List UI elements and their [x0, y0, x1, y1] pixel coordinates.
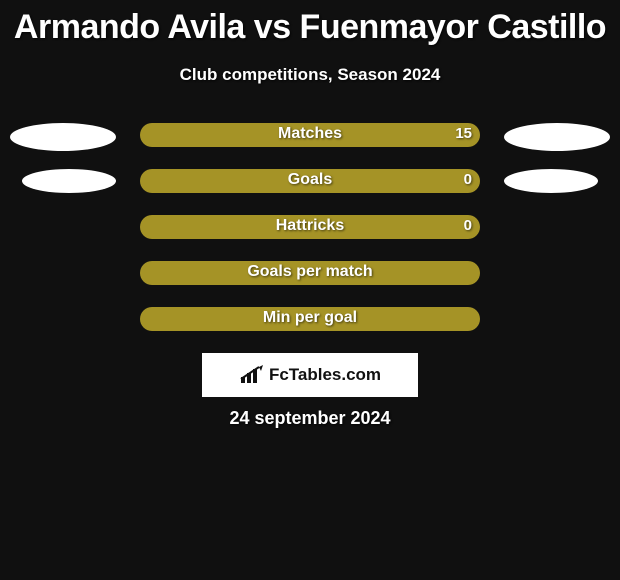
stat-value-right: 0: [464, 171, 472, 188]
comparison-title: Armando Avila vs Fuenmayor Castillo: [0, 0, 620, 47]
right-marker-icon: [504, 169, 598, 193]
source-badge-text: FcTables.com: [269, 365, 381, 385]
stat-label: Matches: [140, 125, 480, 143]
stats-rows: Matches 15 Goals 0 Hattricks 0 Goals per…: [0, 123, 620, 353]
right-marker-icon: [504, 123, 610, 151]
stat-row-goals-per-match: Goals per match: [0, 261, 620, 307]
stat-label: Goals per match: [140, 263, 480, 281]
source-badge: FcTables.com: [202, 353, 418, 397]
stat-row-matches: Matches 15: [0, 123, 620, 169]
stat-label: Goals: [140, 171, 480, 189]
comparison-subtitle: Club competitions, Season 2024: [0, 65, 620, 85]
stat-row-min-per-goal: Min per goal: [0, 307, 620, 353]
stat-bar: Goals per match: [140, 261, 480, 285]
stat-bar: Hattricks 0: [140, 215, 480, 239]
stat-value-right: 0: [464, 217, 472, 234]
stat-bar: Goals 0: [140, 169, 480, 193]
snapshot-date: 24 september 2024: [0, 408, 620, 429]
stat-value-right: 15: [455, 125, 472, 142]
left-marker-icon: [10, 123, 116, 151]
left-marker-icon: [22, 169, 116, 193]
stat-row-hattricks: Hattricks 0: [0, 215, 620, 261]
stat-row-goals: Goals 0: [0, 169, 620, 215]
stat-label: Min per goal: [140, 309, 480, 327]
stat-bar: Matches 15: [140, 123, 480, 147]
stat-label: Hattricks: [140, 217, 480, 235]
chart-icon: [239, 365, 265, 385]
stat-bar: Min per goal: [140, 307, 480, 331]
